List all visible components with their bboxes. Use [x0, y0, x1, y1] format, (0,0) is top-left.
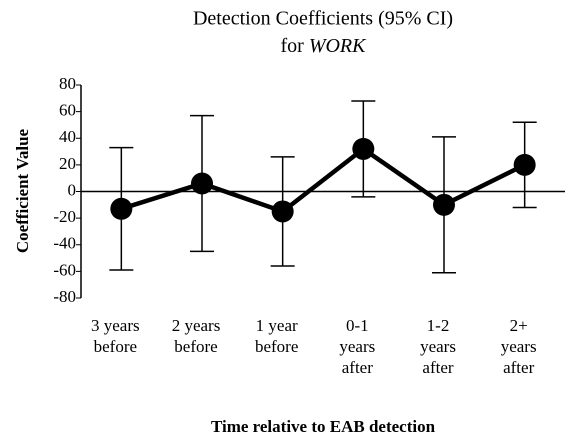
x-axis-title: Time relative to EAB detection: [211, 417, 436, 436]
x-tick-label: 0-1: [346, 316, 369, 335]
y-tick-label: 0: [68, 180, 77, 199]
series-line: [120, 146, 526, 214]
y-tick-label: -40: [53, 234, 76, 253]
x-tick-label: after: [422, 358, 453, 377]
y-tick-label: 40: [59, 127, 76, 146]
y-tick-label: 20: [59, 154, 76, 173]
x-tick-label: before: [94, 337, 137, 356]
x-tick-label: after: [342, 358, 373, 377]
point: [513, 153, 536, 176]
chart-subtitle: for WORK: [281, 35, 368, 57]
x-tick-label: years: [501, 337, 537, 356]
x-tick-label: 2 years: [172, 316, 221, 335]
y-axis-title: Coefficient Value: [13, 128, 32, 253]
y-tick-label: -80: [53, 287, 76, 306]
x-tick-label: years: [339, 337, 375, 356]
x-tick-label: years: [420, 337, 456, 356]
subtitle-italic: WORK: [309, 35, 367, 57]
x-tick-label: before: [174, 337, 217, 356]
y-tick-label: 80: [59, 74, 76, 93]
point: [191, 172, 213, 195]
x-tick-label: after: [503, 358, 534, 377]
point: [110, 197, 133, 220]
x-tick-label: 1-2: [427, 316, 450, 335]
point: [271, 200, 294, 223]
x-tick-label: 1 year: [256, 316, 298, 335]
y-tick-label: 60: [59, 101, 76, 120]
y-tick-label: -20: [53, 207, 76, 226]
point: [433, 193, 455, 216]
point: [352, 137, 375, 160]
x-tick-label: 3 years: [91, 316, 140, 335]
chart-title: Detection Coefficients (95% CI): [193, 8, 453, 30]
subtitle-text: for: [281, 35, 305, 57]
y-tick-label: -60: [53, 260, 76, 279]
x-tick-label: before: [255, 337, 298, 356]
x-tick-label: 2+: [510, 316, 528, 335]
